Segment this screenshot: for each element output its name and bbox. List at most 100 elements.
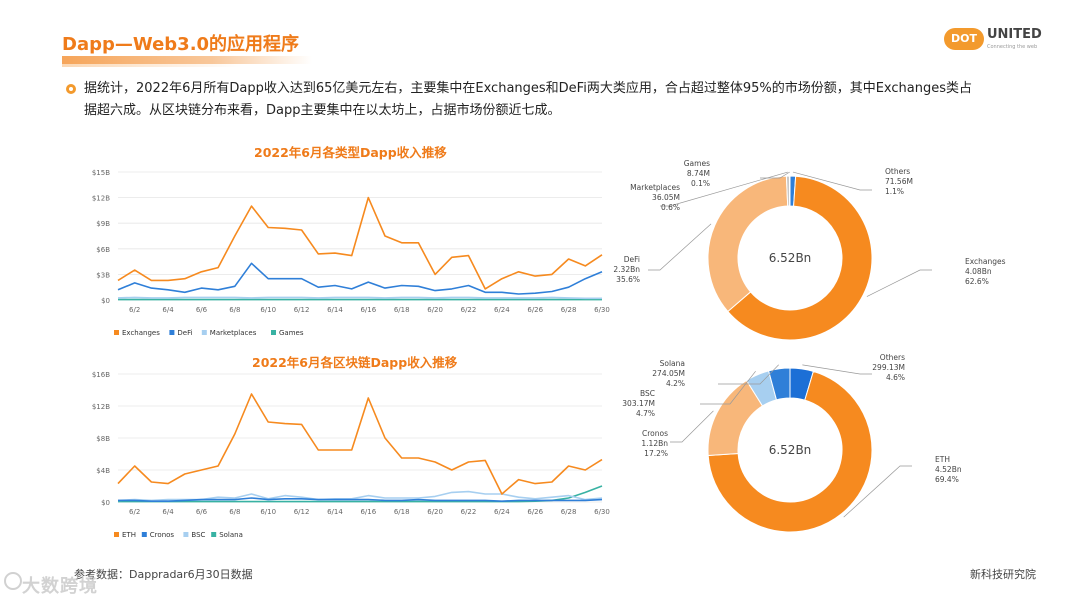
x-tick-label: 6/20 [427, 508, 443, 516]
x-tick-label: 6/28 [561, 306, 577, 314]
donut-label: 0.6% [661, 203, 680, 212]
y-tick-label: $9B [96, 220, 110, 228]
donut-slice-defi [707, 175, 789, 313]
x-tick-label: 6/24 [494, 508, 510, 516]
y-tick-label: $0 [101, 499, 110, 507]
legend-swatch [183, 532, 189, 537]
y-tick-label: $3B [96, 271, 110, 279]
x-tick-label: 6/8 [229, 508, 240, 516]
x-tick-label: 6/6 [196, 306, 208, 314]
x-tick-label: 6/6 [196, 508, 208, 516]
donut-label: 4.2% [666, 379, 685, 388]
donut-label: Games [684, 159, 710, 168]
donut-label: 4.6% [886, 373, 905, 382]
series-line-exchanges [117, 196, 603, 290]
donut-label: 299.13M [872, 363, 905, 372]
series-line-marketplaces [117, 296, 602, 300]
y-tick-label: $12B [92, 403, 110, 411]
donut-label: Others [880, 353, 905, 362]
donut-slice-games [788, 175, 791, 207]
line-chart-by-chain: $0 $4B $8B $12B $16B 6/2 6/4 6/6 6/8 6/10 6/12 6/14… [92, 371, 610, 539]
legend-label: BSC [191, 531, 205, 539]
intro-paragraph: 据统计，2022年6月所有Dapp收入达到65亿美元左右，主要集中在Exchan… [84, 81, 973, 118]
donut-label: DeFi [624, 255, 640, 264]
leader-line [718, 364, 779, 385]
legend-label: DeFi [177, 329, 192, 337]
leader-line [760, 171, 790, 179]
legend-swatch [114, 330, 119, 335]
donut-label: 4.08Bn [965, 267, 992, 276]
x-tick-label: 6/10 [260, 306, 276, 314]
watermark-text: 大数跨境 [22, 576, 98, 597]
legend-swatch [271, 330, 276, 335]
legend-swatch [114, 532, 119, 537]
y-tick-label: $16B [92, 371, 110, 379]
bullet-ring-icon [66, 84, 76, 94]
x-tick-label: 6/16 [360, 306, 376, 314]
donut-label: 17.2% [644, 449, 668, 458]
title-underline [62, 56, 312, 64]
y-tick-label: $15B [92, 169, 110, 177]
legend-label: Exchanges [122, 329, 160, 337]
chart-title-type-trend: 2022年6月各类型Dapp收入推移 [254, 145, 447, 160]
leader-line [670, 410, 714, 443]
donut-center-label: 6.52Bn [769, 251, 812, 265]
donut-label: 0.1% [691, 179, 710, 188]
brand-logo: DOT UNITED Connecting the web [944, 24, 1044, 54]
leader-line [660, 171, 788, 207]
donut-slice-solana [768, 367, 791, 401]
donut-label: 71.56M [885, 177, 913, 186]
legend-swatch [211, 532, 217, 537]
x-tick-label: 6/24 [494, 306, 510, 314]
x-tick-label: 6/4 [162, 306, 174, 314]
donut-slice-exchanges [727, 175, 873, 341]
donut-label: Others [885, 167, 910, 176]
x-tick-label: 6/28 [561, 508, 577, 516]
legend-swatch [169, 330, 175, 335]
x-tick-label: 6/12 [294, 306, 310, 314]
x-tick-label: 6/18 [394, 306, 410, 314]
y-tick-label: $12B [92, 195, 110, 203]
y-tick-label: $8B [96, 435, 110, 443]
y-tick-label: $0 [101, 297, 110, 305]
line-chart-by-type: $0 $3B $6B $9B $12B $15B 6/2 6/4 6/6 6/8 6/10 6/12 6… [92, 169, 610, 337]
logo-wordmark: UNITED [987, 27, 1042, 42]
x-tick-label: 6/20 [427, 306, 443, 314]
x-tick-label: 6/4 [162, 508, 174, 516]
leader-line [843, 465, 912, 518]
donut-slice-eth [707, 370, 873, 533]
legend-label: ETH [122, 531, 136, 539]
logo-dot-badge: DOT [944, 28, 984, 50]
leader-line [648, 223, 712, 271]
x-tick-label: 6/18 [394, 508, 410, 516]
legend-swatch [141, 532, 147, 537]
x-tick-label: 6/16 [360, 508, 376, 516]
y-tick-label: $6B [96, 246, 110, 254]
legend-swatch [201, 330, 207, 335]
series-line-cronos [118, 497, 603, 502]
leader-line [802, 364, 872, 375]
org-name: 新科技研究院 [970, 568, 1036, 581]
donut-label: Marketplaces [630, 183, 680, 192]
donut-label: 8.74M [687, 169, 710, 178]
donut-label: 1.1% [885, 187, 904, 196]
legend-label: Games [279, 329, 304, 337]
donut-label: Exchanges [965, 257, 1006, 266]
page-title: Dapp—Web3.0的应用程序 [62, 34, 300, 55]
donut-label: Cronos [642, 429, 668, 438]
x-tick-label: 6/2 [129, 508, 140, 516]
title-underline-shadow [62, 64, 242, 67]
watermark-icon [4, 572, 22, 590]
x-tick-label: 6/22 [461, 508, 477, 516]
legend-label: Marketplaces [210, 329, 257, 337]
x-tick-label: 6/12 [294, 508, 310, 516]
donut-label: 303.17M [622, 399, 655, 408]
donut-label: 69.4% [935, 475, 959, 484]
donut-label: 62.6% [965, 277, 989, 286]
legend-label: Solana [219, 531, 243, 539]
leader-line [700, 370, 756, 405]
x-tick-label: 6/22 [461, 306, 477, 314]
leader-line [866, 269, 932, 297]
